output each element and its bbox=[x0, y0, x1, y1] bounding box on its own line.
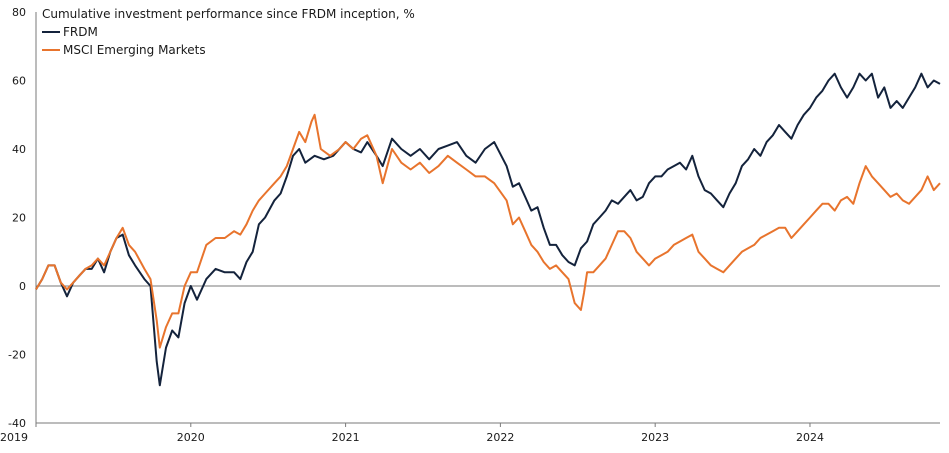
series-line-msci-em bbox=[35, 113, 941, 349]
legend-msci-label: MSCI Emerging Markets bbox=[63, 43, 206, 57]
x-tick-label: 2023 bbox=[641, 431, 669, 444]
y-axis: 80 60 40 20 0 -20 -40 bbox=[8, 6, 37, 430]
y-tick-label: 20 bbox=[12, 212, 26, 225]
y-tick-label: 0 bbox=[19, 280, 26, 293]
x-tick-label: 2021 bbox=[332, 431, 360, 444]
x-axis: 2019 2020 2021 2022 2023 2024 bbox=[0, 285, 940, 444]
y-tick-label: 80 bbox=[12, 6, 26, 19]
y-tick-label: 40 bbox=[12, 143, 26, 156]
legend-frdm-label: FRDM bbox=[63, 25, 98, 39]
y-tick-label: -20 bbox=[8, 349, 26, 362]
x-tick-label: 2024 bbox=[796, 431, 824, 444]
series-line-frdm bbox=[35, 72, 941, 387]
x-tick-label: 2022 bbox=[486, 431, 514, 444]
chart-title: Cumulative investment performance since … bbox=[42, 7, 415, 21]
y-tick-label: 60 bbox=[12, 75, 26, 88]
x-tick-label: 2020 bbox=[177, 431, 205, 444]
legend: FRDM MSCI Emerging Markets bbox=[42, 25, 206, 57]
series-layer bbox=[35, 72, 941, 387]
x-tick-label: 2019 bbox=[0, 431, 28, 444]
y-tick-label: -40 bbox=[8, 417, 26, 430]
